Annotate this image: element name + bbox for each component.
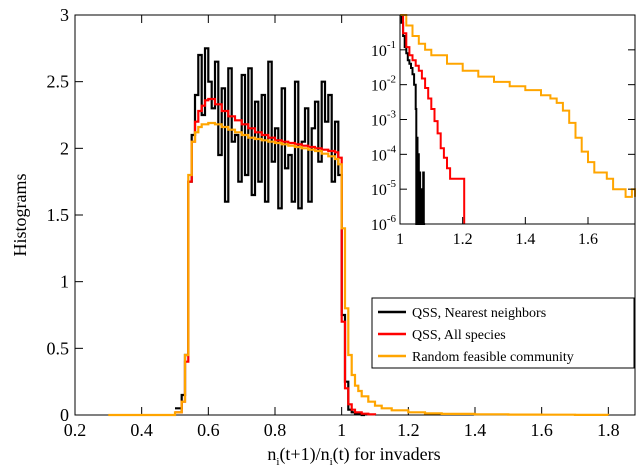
main-x-tick-label: 1.8 bbox=[597, 420, 620, 440]
x-axis-label-sub-2: i bbox=[330, 456, 333, 468]
main-y-tick-label: 1 bbox=[60, 272, 69, 292]
inset-x-tick-label: 1.6 bbox=[578, 231, 598, 248]
main-series-random-feasible bbox=[108, 121, 610, 417]
main-x-tick-label: 1 bbox=[337, 420, 346, 440]
main-x-tick-label: 0.4 bbox=[130, 420, 153, 440]
legend-label-random-feasible: Random feasible community bbox=[412, 350, 574, 365]
inset-y-tick-label: 10-3 bbox=[371, 109, 397, 130]
x-axis-label-sub-1: i bbox=[276, 456, 279, 468]
main-series-group bbox=[108, 47, 610, 417]
main-x-tick-label: 0.8 bbox=[264, 420, 287, 440]
inset-series-random-feasible bbox=[400, 14, 636, 198]
main-x-tick-label: 1.4 bbox=[464, 420, 487, 440]
main-series-all-species bbox=[175, 97, 377, 416]
legend: QSS, Nearest neighbors QSS, All species … bbox=[371, 297, 635, 369]
inset-y-tick-label: 10-4 bbox=[371, 143, 397, 164]
inset-y-ticks: 10-6 10-5 10-4 10-3 10-2 10-1 bbox=[371, 39, 635, 234]
x-axis-label-part-2: (t+1)/n bbox=[279, 444, 329, 465]
legend-label-all-species: QSS, All species bbox=[412, 328, 506, 343]
inset-y-tick-label: 10-1 bbox=[371, 39, 396, 60]
inset-x-tick-label: 1.2 bbox=[453, 231, 473, 248]
main-x-ticks: 0.2 0.4 0.6 0.8 1 1.2 1.4 1.6 1.8 bbox=[64, 15, 620, 440]
inset-series-group bbox=[400, 14, 636, 225]
main-y-tick-label: 0 bbox=[60, 405, 69, 425]
main-y-tick-label: 2 bbox=[60, 138, 69, 158]
main-y-tick-label: 3 bbox=[60, 5, 69, 25]
main-series-nearest-neighbors bbox=[175, 47, 365, 417]
main-x-tick-label: 0.6 bbox=[197, 420, 220, 440]
inset-x-tick-label: 1 bbox=[396, 231, 404, 248]
inset-plot-background bbox=[400, 15, 635, 224]
main-x-tick-label: 1.6 bbox=[530, 420, 553, 440]
inset-x-ticks: 1 1.2 1.4 1.6 bbox=[396, 217, 598, 248]
inset-x-tick-label: 1.4 bbox=[515, 231, 535, 248]
inset-y-tick-label: 10-5 bbox=[371, 178, 397, 199]
main-y-tick-label: 2.5 bbox=[47, 72, 70, 92]
legend-label-nearest-neighbors: QSS, Nearest neighbors bbox=[412, 306, 546, 321]
inset-y-tick-label: 10-2 bbox=[371, 74, 396, 95]
x-axis-label-part-3: (t) for invaders bbox=[333, 444, 441, 465]
main-x-tick-label: 0.2 bbox=[64, 420, 87, 440]
x-axis-label: ni(t+1)/ni(t) for invaders bbox=[267, 444, 440, 468]
x-axis-label-part-1: n bbox=[267, 444, 276, 464]
inset-series-nearest-neighbors bbox=[400, 14, 426, 225]
legend-box bbox=[371, 297, 635, 369]
inset-series-all-species bbox=[400, 14, 466, 224]
main-x-tick-label: 1.2 bbox=[397, 420, 420, 440]
main-y-tick-label: 1.5 bbox=[47, 205, 70, 225]
inset-y-tick-label: 10-6 bbox=[371, 213, 397, 234]
y-axis-label: Histograms bbox=[10, 174, 30, 257]
main-y-tick-label: 0.5 bbox=[47, 338, 70, 358]
main-y-ticks: 0 0.5 1 1.5 2 2.5 3 bbox=[47, 5, 83, 425]
